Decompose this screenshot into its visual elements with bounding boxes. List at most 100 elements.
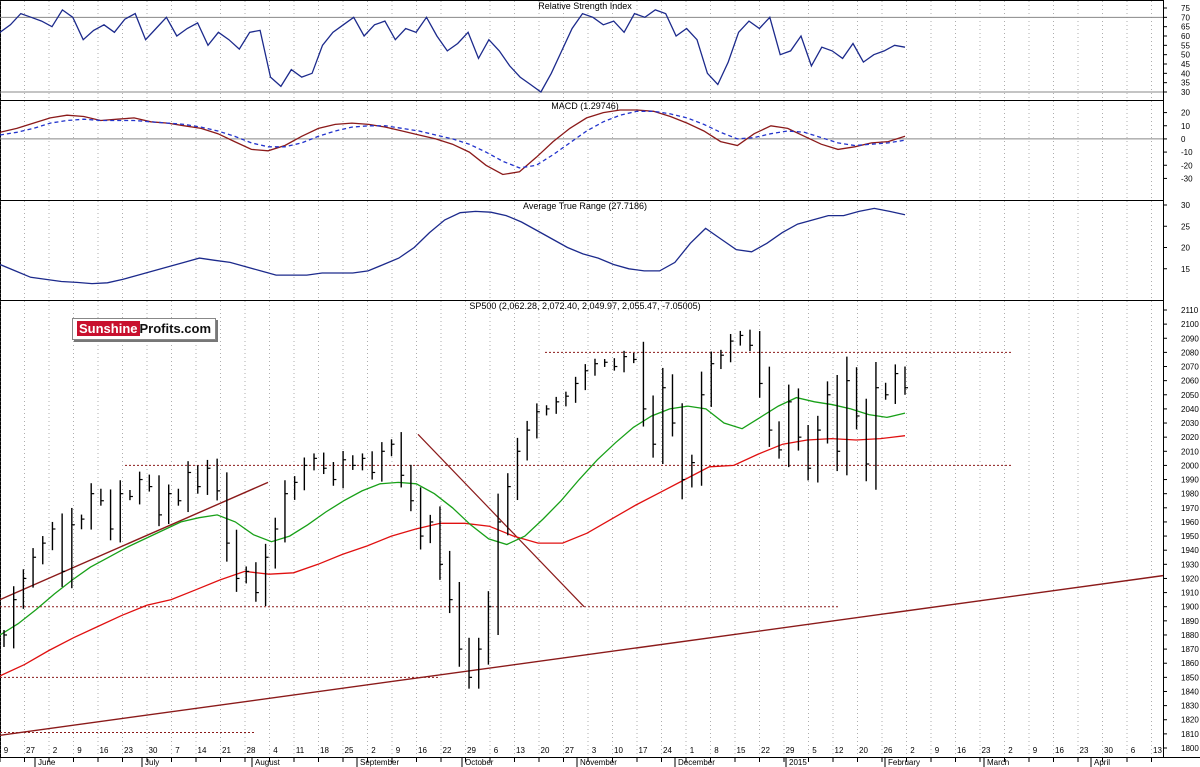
ma200-line	[0, 435, 906, 677]
y-tick-label: 1840	[1181, 687, 1199, 696]
panel-frame-3	[0, 200, 1164, 301]
x-tick-label: 29	[786, 746, 795, 755]
y-tick-label: 55	[1181, 41, 1190, 50]
y-tick-label: 40	[1181, 69, 1190, 78]
month-label: February	[888, 758, 920, 767]
month-label: July	[145, 758, 159, 767]
y-tick-label: 1950	[1181, 532, 1199, 541]
x-tick-label: 10	[614, 746, 623, 755]
x-tick-label: 27	[565, 746, 574, 755]
x-tick-label: 7	[175, 746, 180, 755]
y-tick-label: 1970	[1181, 504, 1199, 513]
x-tick-label: 2	[371, 746, 376, 755]
x-tick-label: 9	[935, 746, 940, 755]
y-tick-label: 1820	[1181, 716, 1199, 725]
logo-text-profits: Profits.com	[139, 321, 212, 336]
x-tick-label: 6	[1131, 746, 1136, 755]
macd-signal-line	[0, 110, 906, 169]
y-tick-label: 2090	[1181, 334, 1199, 343]
x-tick-label: 16	[418, 746, 427, 755]
x-tick-label: 25	[345, 746, 354, 755]
month-label: April	[1094, 758, 1110, 767]
decline-trend-line	[417, 433, 585, 608]
y-tick-label: 2110	[1181, 306, 1199, 315]
month-label: October	[465, 758, 494, 767]
y-tick-label: 1810	[1181, 730, 1199, 739]
sunshine-profits-logo: Sunshine Profits.com	[72, 318, 217, 340]
y-tick-label: 1870	[1181, 645, 1199, 654]
x-tick-label: 23	[124, 746, 133, 755]
y-tick-label: 1800	[1181, 744, 1199, 753]
y-tick-label: 25	[1181, 222, 1190, 231]
y-tick-label: 1960	[1181, 518, 1199, 527]
y-tick-label: 2060	[1181, 377, 1199, 386]
x-tick-label: 27	[26, 746, 35, 755]
y-tick-label: 70	[1181, 13, 1190, 22]
x-tick-label: 2	[1008, 746, 1013, 755]
x-tick-label: 23	[982, 746, 991, 755]
x-tick-label: 26	[884, 746, 893, 755]
y-tick-label: 2030	[1181, 419, 1199, 428]
x-tick-label: 1	[690, 746, 695, 755]
ma50-line	[0, 396, 906, 636]
x-tick-label: 13	[516, 746, 525, 755]
y-tick-label: 45	[1181, 60, 1190, 69]
y-tick-label: 30	[1181, 88, 1190, 97]
x-tick-label: 24	[663, 746, 672, 755]
x-tick-label: 9	[1033, 746, 1038, 755]
panel-title-4: SP500 (2,062.28, 2,072.40, 2,049.97, 2,0…	[469, 301, 700, 311]
x-tick-label: 2	[910, 746, 915, 755]
x-tick-label: 22	[443, 746, 452, 755]
month-label: August	[255, 758, 281, 767]
y-tick-label: 1850	[1181, 673, 1199, 682]
x-tick-label: 21	[222, 746, 231, 755]
month-label: March	[987, 758, 1009, 767]
y-tick-label: 2040	[1181, 405, 1199, 414]
x-tick-label: 3	[592, 746, 597, 755]
y-tick-label: 1880	[1181, 631, 1199, 640]
x-tick-label: 29	[467, 746, 476, 755]
month-label: December	[678, 758, 715, 767]
x-tick-label: 17	[639, 746, 648, 755]
y-tick-label: -10	[1181, 148, 1193, 157]
y-tick-label: 2100	[1181, 320, 1199, 329]
y-tick-label: 1860	[1181, 659, 1199, 668]
y-tick-label: 30	[1181, 201, 1190, 210]
sp500-plot-area	[0, 329, 1163, 736]
x-tick-label: 23	[1080, 746, 1089, 755]
y-tick-label: 1930	[1181, 560, 1199, 569]
y-tick-label: 1990	[1181, 476, 1199, 485]
y-tick-label: 20	[1181, 109, 1190, 118]
y-tick-label: -20	[1181, 161, 1193, 170]
x-tick-label: 16	[1055, 746, 1064, 755]
panel-title-1: Relative Strength Index	[538, 1, 632, 11]
x-tick-label: 8	[714, 746, 719, 755]
y-tick-label: 20	[1181, 244, 1190, 253]
x-tick-label: 9	[396, 746, 401, 755]
x-tick-label: 16	[100, 746, 109, 755]
x-tick-label: 13	[1153, 746, 1162, 755]
x-tick-label: 28	[247, 746, 256, 755]
month-label: June	[38, 758, 56, 767]
y-tick-label: 2000	[1181, 461, 1199, 470]
y-tick-label: 0	[1181, 135, 1186, 144]
x-tick-label: 2	[53, 746, 58, 755]
x-tick-label: 16	[957, 746, 966, 755]
logo-text-sunshine: Sunshine	[77, 321, 140, 336]
y-tick-label: -30	[1181, 174, 1193, 183]
macd-line	[0, 109, 906, 176]
y-tick-label: 1920	[1181, 574, 1199, 583]
y-tick-label: 35	[1181, 79, 1190, 88]
panel-frame-4	[0, 300, 1164, 758]
y-tick-label: 1890	[1181, 617, 1199, 626]
y-tick-label: 75	[1181, 4, 1190, 13]
x-tick-label: 30	[1104, 746, 1113, 755]
y-tick-label: 1940	[1181, 546, 1199, 555]
rsi-line	[0, 8, 906, 93]
x-tick-label: 4	[273, 746, 278, 755]
month-label: November	[580, 758, 617, 767]
x-tick-label: 12	[835, 746, 844, 755]
y-tick-label: 2050	[1181, 391, 1199, 400]
y-tick-label: 2070	[1181, 363, 1199, 372]
y-tick-label: 1980	[1181, 490, 1199, 499]
